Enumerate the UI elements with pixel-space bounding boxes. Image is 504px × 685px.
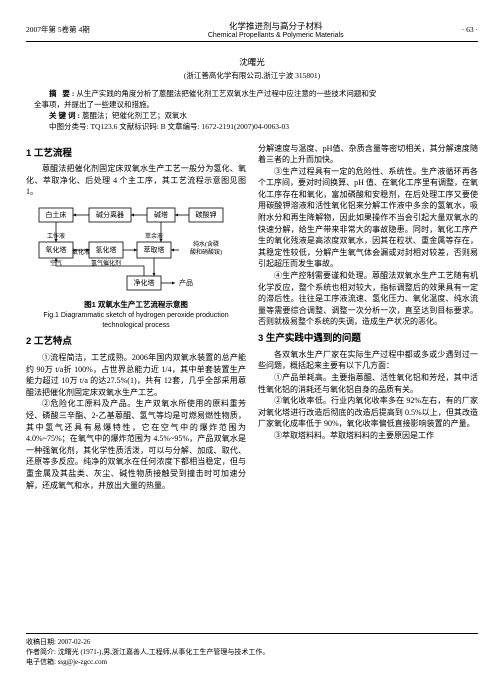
footer-author: 作者简介: 沈曙光 (1971-),男,浙江嘉善人,工程师,从事化工生产管理与技… [26, 647, 478, 657]
lbl-oxl: 氧化液 [72, 248, 90, 256]
page-header: 2007年第 5卷第 4期 化学推进剂与高分子材料 Chemical Prope… [26, 20, 478, 42]
fig1-caption-en: Fig.1 Diagrammatic sketch of hydrogen pe… [26, 311, 246, 331]
journal-en: Chemical Propellants & Polymeric Materia… [208, 32, 344, 39]
footer-date: 收稿日期: 2007-02-26 [26, 637, 478, 647]
h1-problems: 3 生产实践中遇到的问题 [258, 332, 478, 346]
node-b: 碱分离器 [96, 210, 124, 219]
title-block: 沈曙光 (浙江善高化学有限公司,浙江宁波 315801) [26, 56, 478, 81]
para-3: ②危险化工原料及产品。生产双氧水所使用的原料重芳烃、磷酸三辛酯、2-乙基蒽醌、氢… [26, 398, 246, 491]
right-column: 分解速度与温度、pH值、杂质含量等密切相关，其分解速度随着三者的上升而加快。 ③… [258, 143, 478, 492]
para-1: 蒽醌法把催化剂固定床双氧水生产工艺一般分为氢化、氧化、萃取净化、后处理 4 个主… [26, 163, 246, 198]
node-h2: 酸和硝酸铵) [190, 248, 222, 256]
node-a: 白土床 [46, 210, 67, 219]
node-f: 氢化塔 [96, 245, 117, 254]
header-right: · 63 · [462, 25, 478, 34]
para-r3: ④生产控制需要谨和处理。蒽醌法双氧水生产工艺随有机化学反应，整个系统也相对较大，… [258, 270, 478, 328]
body-columns: 1 工艺流程 蒽醌法把催化剂固定床双氧水生产工艺一般分为氢化、氧化、萃取净化、后… [26, 143, 478, 492]
node-d: 碳酸钾 [196, 210, 217, 219]
h1-process: 1 工艺流程 [26, 147, 246, 161]
figure-1: 白土床 碱分离器 碱塔 碳酸钾 氧化塔 氢化塔 萃取塔 纯水(含磷 酸和硝酸铵)… [26, 202, 246, 331]
node-e: 氧化塔 [46, 245, 67, 254]
left-column: 1 工艺流程 蒽醌法把催化剂固定床双氧水生产工艺一般分为氢化、氧化、萃取净化、后… [26, 143, 246, 492]
h1-features: 2 工艺特点 [26, 335, 246, 349]
abstract-text1: 从生产实践的角度分析了蒽醌法把催化剂工艺双氧水生产过程中应注意的一些技术问题和安 [76, 89, 376, 98]
node-j: 产品 [179, 278, 193, 287]
header-left: 2007年第 5卷第 4期 [26, 24, 90, 35]
para-r6: ②氧化收率低。行业内氧化收率多在 92%左右，有的厂家对氧化塔进行改造后彻底的改… [258, 395, 478, 430]
lbl-raf: 萃余液 [145, 232, 163, 240]
para-r5: ①产品单耗高。主要指蒽醌、活性氧化铝和芳烃，其中活性氧化铝的消耗还与氧化铝自身的… [258, 372, 478, 395]
abstract-line1: 摘 要:从生产实践的角度分析了蒽醌法把催化剂工艺双氧水生产过程中应注意的一些技术… [34, 89, 470, 100]
node-h1: 纯水(含磷 [193, 240, 219, 248]
footer-email: 电子信箱: ssg@je-zgcc.com [26, 657, 478, 667]
author: 沈曙光 [26, 56, 478, 68]
classification: 中图分类号: TQ123.6 文献标识码: B 文章编号: 1672-2191(… [34, 122, 470, 133]
para-r4: 各双氧水生产厂家在实际生产过程中都或多或少遇到过一些问题，概括起来主要有以下几方… [258, 349, 478, 372]
abstract-block: 摘 要:从生产实践的角度分析了蒽醌法把催化剂工艺双氧水生产过程中应注意的一些技术… [34, 89, 470, 133]
keywords-line: 关键词:蒽醌法；钯催化剂工艺；双氧水 [34, 111, 470, 122]
node-i: 净化塔 [134, 278, 155, 287]
node-c: 碱塔 [154, 210, 168, 219]
header-center: 化学推进剂与高分子材料 Chemical Propellants & Polym… [208, 20, 344, 39]
abstract-text2: 全事项，并提出了一些建议和措施。 [34, 100, 470, 111]
para-r7: ③萃取塔料料。萃取塔料料的主要原因是工作 [258, 430, 478, 442]
affiliation: (浙江善高化学有限公司,浙江宁波 315801) [26, 70, 478, 81]
journal-cn: 化学推进剂与高分子材料 [208, 20, 344, 32]
keywords: 蒽醌法；钯催化剂工艺；双氧水 [82, 111, 187, 120]
para-r1: 分解速度与温度、pH值、杂质含量等密切相关，其分解速度随着三者的上升而加快。 [258, 143, 478, 166]
footer: 收稿日期: 2007-02-26 作者简介: 沈曙光 (1971-),男,浙江嘉… [26, 633, 478, 667]
node-g: 萃取塔 [144, 245, 165, 254]
flowchart-svg: 白土床 碱分离器 碱塔 碳酸钾 氧化塔 氢化塔 萃取塔 纯水(含磷 酸和硝酸铵)… [31, 202, 241, 300]
abstract-label: 摘 要: [49, 89, 76, 98]
fig1-caption-cn: 图1 双氧水生产工艺流程示意图 [26, 300, 246, 311]
para-2: ①流程简洁，工艺成熟。2006年国内双氧水装置的总产能约 90万 t/a折 10… [26, 352, 246, 398]
keywords-label: 关键词: [49, 111, 82, 120]
para-r2: ③生产过程具有一定的危险性、系统性。生产液循环再各个工序间，要对时间换算、pH … [258, 166, 478, 270]
